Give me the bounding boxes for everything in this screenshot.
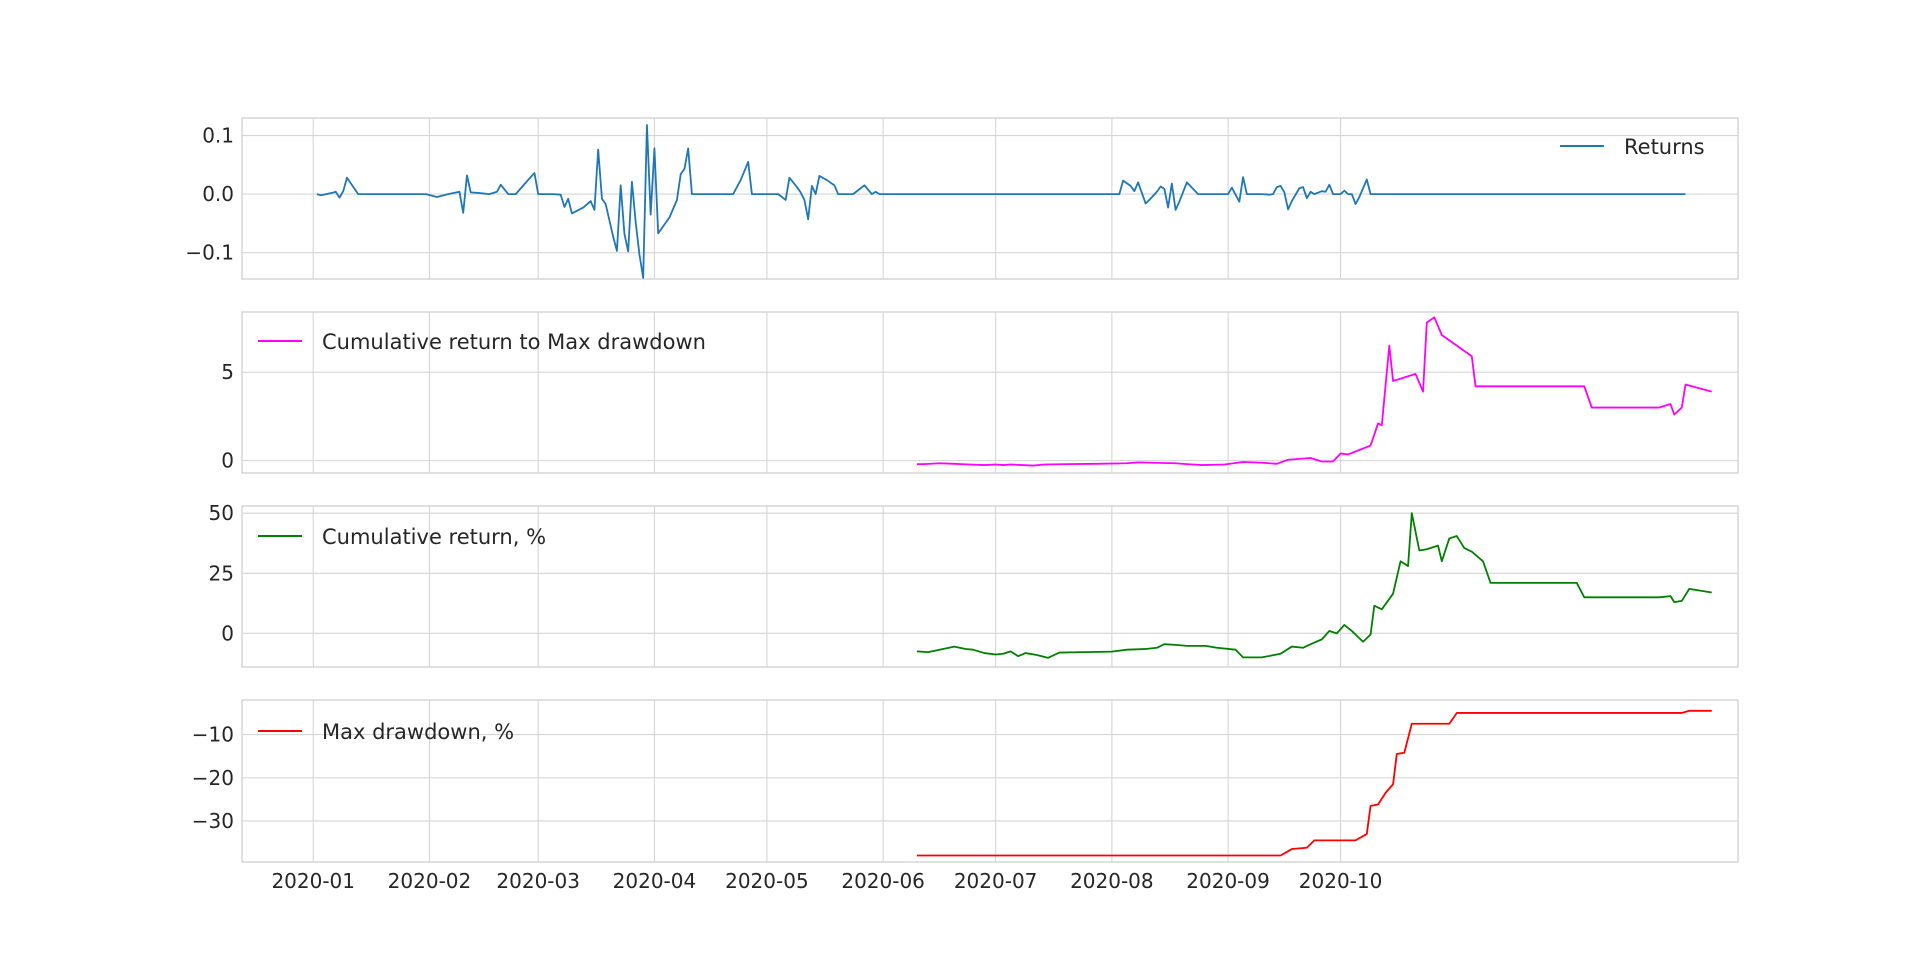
x-tick-label: 2020-05 (725, 869, 809, 893)
y-tick-label: 0.1 (202, 124, 234, 148)
y-tick-label: 25 (209, 561, 234, 585)
y-tick-label: −20 (192, 766, 234, 790)
y-tick-label: −0.1 (185, 241, 234, 265)
x-tick-label: 2020-01 (271, 869, 355, 893)
y-tick-label: 0.0 (202, 182, 234, 206)
panel-1: 0.1 0.0 −0.1 Returns (185, 117, 1739, 280)
y-tick-label: −10 (192, 723, 234, 747)
legend-label: Cumulative return, % (322, 525, 546, 549)
panel-frame (241, 699, 1739, 863)
x-tick-label: 2020-07 (954, 869, 1038, 893)
series-line (916, 316, 1712, 467)
legend-label: Max drawdown, % (322, 720, 514, 744)
legend-label: Returns (1624, 135, 1705, 159)
legend: Max drawdown, % (258, 720, 514, 744)
panel-frame (241, 505, 1739, 668)
x-tick-label: 2020-09 (1186, 869, 1270, 893)
panel-2: 5 0 Cumulative return to Max drawdown (221, 311, 1739, 474)
series-line (316, 124, 1686, 279)
y-tick-label: 0 (221, 621, 234, 645)
x-tick-label: 2020-08 (1070, 869, 1154, 893)
x-tick-label: 2020-06 (841, 869, 925, 893)
x-tick-label: 2020-10 (1299, 869, 1383, 893)
panel-frame (241, 117, 1739, 280)
series-line (916, 709, 1712, 857)
y-tick-label: 0 (221, 449, 234, 473)
y-tick-label: 5 (221, 360, 234, 384)
y-tick-label: 50 (209, 501, 234, 525)
series-line (916, 512, 1712, 659)
legend: Cumulative return, % (258, 525, 546, 549)
legend: Cumulative return to Max drawdown (258, 330, 706, 354)
x-tick-label: 2020-02 (388, 869, 472, 893)
legend-label: Cumulative return to Max drawdown (322, 330, 706, 354)
x-tick-label: 2020-03 (496, 869, 580, 893)
x-tick-label: 2020-04 (613, 869, 697, 893)
legend: Returns (1560, 135, 1705, 159)
panel-4: −10 −20 −30 Max drawdown, % (192, 699, 1739, 863)
y-tick-label: −30 (192, 809, 234, 833)
panel-frame (241, 311, 1739, 474)
panel-3: 50 25 0 Cumulative return, % (209, 501, 1739, 668)
